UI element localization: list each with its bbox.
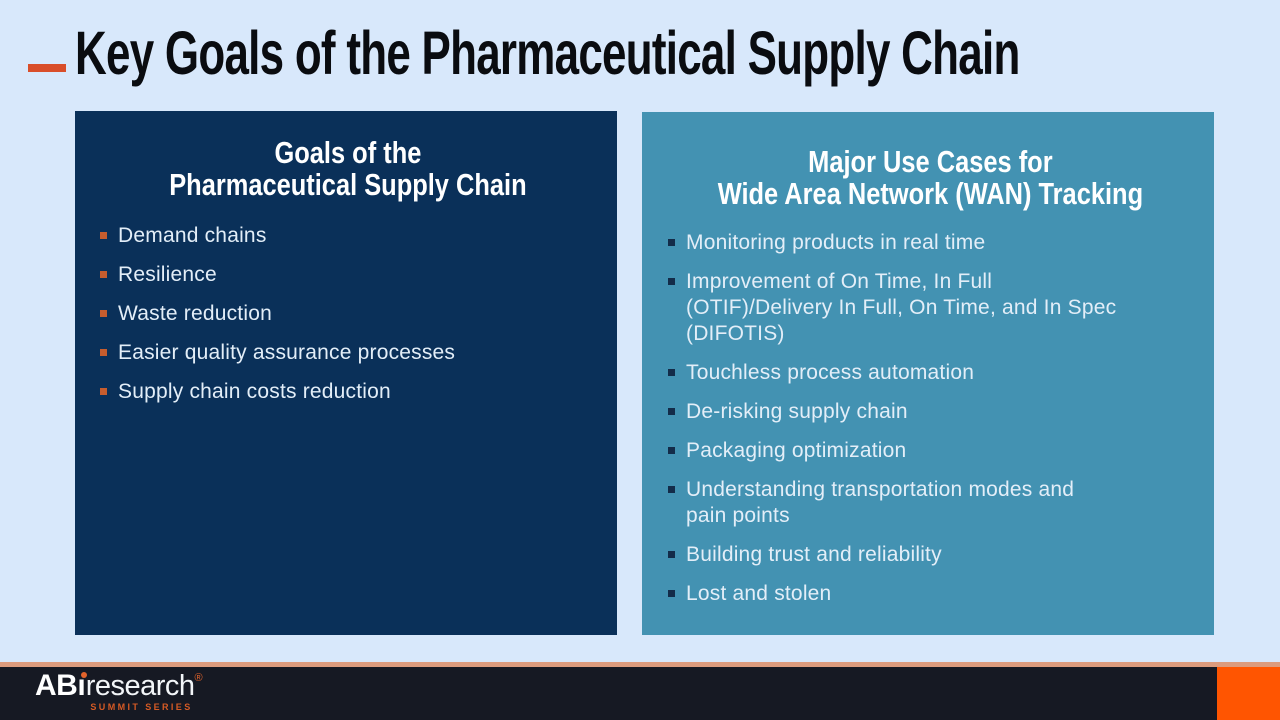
use-cases-panel-title-line2: Wide Area Network (WAN) Tracking	[717, 176, 1143, 211]
list-item-label: Touchless process automation	[686, 361, 975, 384]
list-item-label: Packaging optimization	[686, 439, 907, 462]
list-item: Lost and stolen	[668, 581, 1192, 607]
list-item: Supply chain costs reduction	[100, 379, 595, 405]
registered-trademark-icon: ®	[194, 672, 203, 684]
list-item: Resilience	[100, 262, 595, 288]
list-item: Monitoring products in real time	[668, 230, 1192, 256]
bullet-square-icon	[668, 486, 675, 493]
use-cases-list: Monitoring products in real time Improve…	[668, 230, 1192, 607]
use-cases-panel: Major Use Cases for Wide Area Network (W…	[642, 112, 1214, 635]
bullet-square-icon	[668, 590, 675, 597]
list-item: Improvement of On Time, In Full (OTIF)/D…	[668, 269, 1192, 347]
list-item: Easier quality assurance processes	[100, 340, 595, 366]
use-cases-panel-title-line1: Major Use Cases for	[807, 144, 1053, 179]
list-item-label: Improvement of On Time, In Full (OTIF)/D…	[686, 270, 1117, 345]
bullet-square-icon	[100, 310, 107, 317]
bullet-square-icon	[100, 388, 107, 395]
title-dash-icon	[28, 64, 66, 72]
list-item: Touchless process automation	[668, 360, 1192, 386]
list-item-label: Building trust and reliability	[686, 543, 942, 566]
bullet-square-icon	[668, 278, 675, 285]
bullet-square-icon	[668, 447, 675, 454]
bullet-square-icon	[668, 551, 675, 558]
list-item: Packaging optimization	[668, 438, 1192, 464]
footer-divider	[0, 662, 1280, 667]
logo-i-dot-icon	[80, 672, 87, 678]
summit-series-tagline: SUMMIT SERIES	[90, 702, 193, 712]
slide-header: Key Goals of the Pharmaceutical Supply C…	[0, 14, 1280, 87]
bullet-square-icon	[668, 408, 675, 415]
list-item-label: Demand chains	[118, 224, 267, 247]
goals-list: Demand chains Resilience Waste reduction…	[100, 223, 595, 405]
goals-panel: Goals of the Pharmaceutical Supply Chain…	[75, 111, 617, 635]
use-cases-panel-header: Major Use Cases for Wide Area Network (W…	[668, 146, 1192, 210]
list-item: Waste reduction	[100, 301, 595, 327]
bullet-square-icon	[668, 239, 675, 246]
bullet-square-icon	[100, 349, 107, 356]
list-item-label: Supply chain costs reduction	[118, 380, 391, 403]
list-item: Understanding transportation modes and p…	[668, 477, 1192, 529]
list-item: Demand chains	[100, 223, 595, 249]
footer-accent-square	[1217, 667, 1280, 720]
list-item-label: Waste reduction	[118, 302, 272, 325]
abi-research-wordmark: ABı research®	[35, 671, 203, 701]
page-title: Key Goals of the Pharmaceutical Supply C…	[75, 19, 1020, 87]
list-item-label: Lost and stolen	[686, 582, 832, 605]
bullet-square-icon	[100, 232, 107, 239]
list-item-label: Easier quality assurance processes	[118, 341, 456, 364]
footer-bar	[0, 667, 1280, 720]
list-item: De-risking supply chain	[668, 399, 1192, 425]
goals-panel-header: Goals of the Pharmaceutical Supply Chain	[100, 137, 595, 201]
logo-research: research	[85, 670, 195, 702]
abi-research-logo: ABı research® SUMMIT SERIES	[35, 671, 203, 712]
list-item-label: De-risking supply chain	[686, 400, 908, 423]
bullet-square-icon	[668, 369, 675, 376]
list-item: Building trust and reliability	[668, 542, 1192, 568]
logo-i-stem: ı	[77, 669, 86, 702]
logo-i: ı	[77, 669, 87, 702]
logo-ab: AB	[35, 669, 78, 702]
list-item-label: Understanding transportation modes and p…	[686, 478, 1075, 527]
goals-panel-title-line2: Pharmaceutical Supply Chain	[168, 167, 527, 202]
list-item-label: Monitoring products in real time	[686, 231, 986, 254]
list-item-label: Resilience	[118, 263, 217, 286]
bullet-square-icon	[100, 271, 107, 278]
goals-panel-title-line1: Goals of the	[274, 135, 421, 170]
